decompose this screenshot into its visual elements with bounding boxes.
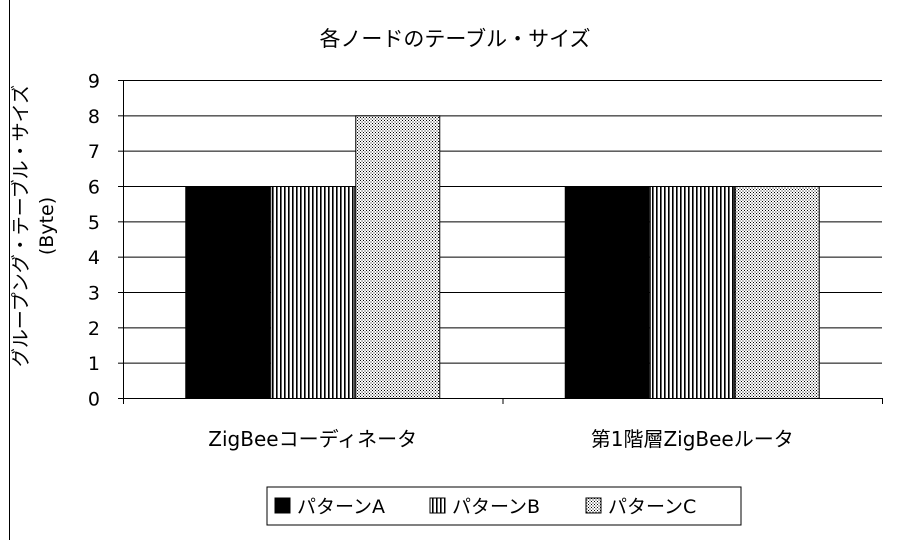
bar (649, 186, 735, 399)
legend-label: パターンB (452, 496, 540, 518)
bars (185, 115, 820, 399)
axes (123, 80, 883, 404)
legend-label: パターンC (608, 496, 696, 518)
y-tick-label: 0 (88, 389, 100, 411)
chart-title: 各ノードのテーブル・サイズ (319, 27, 590, 51)
y-tick-label: 9 (88, 71, 100, 93)
x-category-label: 第1階層ZigBeeルータ (591, 427, 794, 451)
y-tick-label: 7 (88, 141, 100, 163)
bar (270, 186, 356, 399)
y-tick-label: 1 (88, 353, 100, 375)
y-tick-label: 2 (88, 318, 100, 340)
legend: パターンA パターンB パターンC (266, 486, 742, 526)
y-axis-ticks: 0 1 2 3 4 5 6 7 8 9 (88, 71, 123, 411)
legend-swatch (429, 497, 446, 514)
y-axis-unit-label: (Byte) (36, 197, 58, 255)
legend-box (266, 486, 742, 526)
y-axis-label: グループング・テーブル・サイズ (9, 85, 32, 367)
x-category-label: ZigBeeコーディネータ (208, 427, 417, 451)
bar (355, 115, 441, 399)
legend-swatch (274, 497, 291, 514)
y-tick-label: 8 (88, 106, 100, 128)
bar (734, 186, 820, 399)
y-tick-label: 5 (88, 212, 100, 234)
x-axis-labels: ZigBeeコーディネータ 第1階層ZigBeeルータ (208, 427, 793, 451)
y-tick-label: 3 (88, 283, 100, 305)
y-tick-label: 6 (88, 177, 100, 199)
legend-label: パターンA (297, 496, 385, 518)
bar (185, 186, 271, 399)
y-tick-label: 4 (88, 247, 100, 269)
legend-swatch (585, 497, 602, 514)
bar (564, 186, 650, 399)
